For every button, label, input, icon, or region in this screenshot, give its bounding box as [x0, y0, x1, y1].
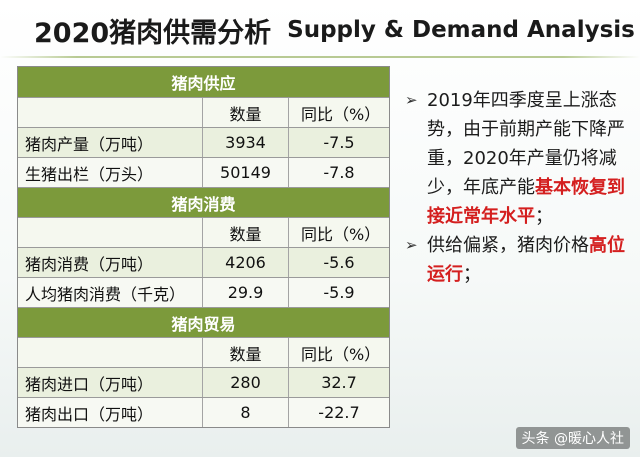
bullet-text-post: ； [463, 264, 481, 285]
row-quantity: 8 [203, 398, 289, 427]
table-row: 人均猪肉消费（千克） 29.9 -5.9 [18, 277, 389, 307]
watermark: 头条 @暖心人社 [515, 427, 630, 449]
row-label: 人均猪肉消费（千克） [18, 278, 203, 307]
row-quantity: 280 [203, 368, 289, 397]
header-cell-quantity: 数量 [203, 98, 289, 127]
bullet-highlight: 高位运行 [427, 235, 625, 285]
bullet-text: 2019年四季度呈上涨态势，由于前期产能下降严重，2020年产量仍将减少，年底产… [427, 86, 635, 231]
bullet-text-post: ； [535, 206, 553, 227]
arrow-bullet-icon: ➢ [405, 91, 418, 109]
row-label: 猪肉消费（万吨） [18, 248, 203, 277]
section-title: 猪肉消费 [171, 194, 236, 214]
header-cell-quantity: 数量 [203, 218, 289, 247]
title-divider [0, 56, 640, 58]
supply-demand-table: 猪肉供应 数量 同比（%） 猪肉产量（万吨） 3934 -7.5 生猪出栏（万头… [17, 66, 390, 428]
row-quantity: 50149 [203, 158, 289, 187]
table-row: 猪肉进口（万吨） 280 32.7 [18, 367, 389, 397]
row-yoy: -7.5 [323, 133, 355, 152]
analysis-bullets: ➢ 2019年四季度呈上涨态势，由于前期产能下降严重，2020年产量仍将减少，年… [405, 86, 635, 289]
header-cell-yoy: 同比（%） [301, 104, 381, 124]
column-header-row: 数量 同比（%） [18, 337, 389, 367]
row-quantity: 4206 [203, 248, 289, 277]
bullet-item: ➢ 供给偏紧，猪肉价格高位运行； [405, 231, 635, 289]
header-cell-item [18, 218, 203, 247]
page-title: 2020猪肉供需分析 Supply & Demand Analysis [34, 10, 635, 50]
table-row: 生猪出栏（万头） 50149 -7.8 [18, 157, 389, 187]
header-cell-quantity: 数量 [203, 338, 289, 367]
row-yoy: -7.8 [323, 163, 355, 182]
header-cell-yoy: 同比（%） [301, 344, 381, 364]
section-title: 猪肉供应 [171, 74, 236, 93]
section-header-consumption: 猪肉消费 [18, 187, 389, 217]
column-header-row: 数量 同比（%） [18, 97, 389, 127]
section-title: 猪肉贸易 [171, 314, 236, 334]
table-row: 猪肉出口（万吨） 8 -22.7 [18, 397, 389, 427]
bullet-text-pre: 供给偏紧，猪肉价格 [427, 235, 589, 256]
header-cell-item [18, 338, 203, 367]
row-yoy: -5.6 [323, 253, 355, 272]
row-quantity: 3934 [203, 128, 289, 157]
row-yoy: -5.9 [323, 283, 355, 302]
section-header-supply: 猪肉供应 [18, 67, 389, 97]
arrow-bullet-icon: ➢ [405, 236, 418, 254]
title-english: Supply & Demand Analysis [287, 17, 635, 43]
bullet-text: 供给偏紧，猪肉价格高位运行； [427, 231, 635, 289]
row-quantity: 29.9 [203, 278, 289, 307]
bullet-item: ➢ 2019年四季度呈上涨态势，由于前期产能下降严重，2020年产量仍将减少，年… [405, 86, 635, 231]
row-label: 猪肉产量（万吨） [18, 128, 203, 157]
row-label: 生猪出栏（万头） [18, 158, 203, 187]
row-label: 猪肉出口（万吨） [18, 398, 203, 427]
bullet-text-pre: 2019年四季度呈上涨态势，由于前期产能下降严重，2020年产量仍将减少，年底产… [427, 90, 625, 198]
bullet-highlight: 基本恢复到接近常年水平 [427, 177, 625, 227]
row-yoy: -22.7 [318, 403, 360, 422]
section-header-trade: 猪肉贸易 [18, 307, 389, 337]
column-header-row: 数量 同比（%） [18, 217, 389, 247]
title-chinese: 2020猪肉供需分析 [34, 17, 272, 49]
row-label: 猪肉进口（万吨） [18, 368, 203, 397]
table-row: 猪肉产量（万吨） 3934 -7.5 [18, 127, 389, 157]
header-cell-yoy: 同比（%） [301, 224, 381, 244]
table-row: 猪肉消费（万吨） 4206 -5.6 [18, 247, 389, 277]
header-cell-item [18, 98, 203, 127]
row-yoy: 32.7 [321, 373, 357, 392]
